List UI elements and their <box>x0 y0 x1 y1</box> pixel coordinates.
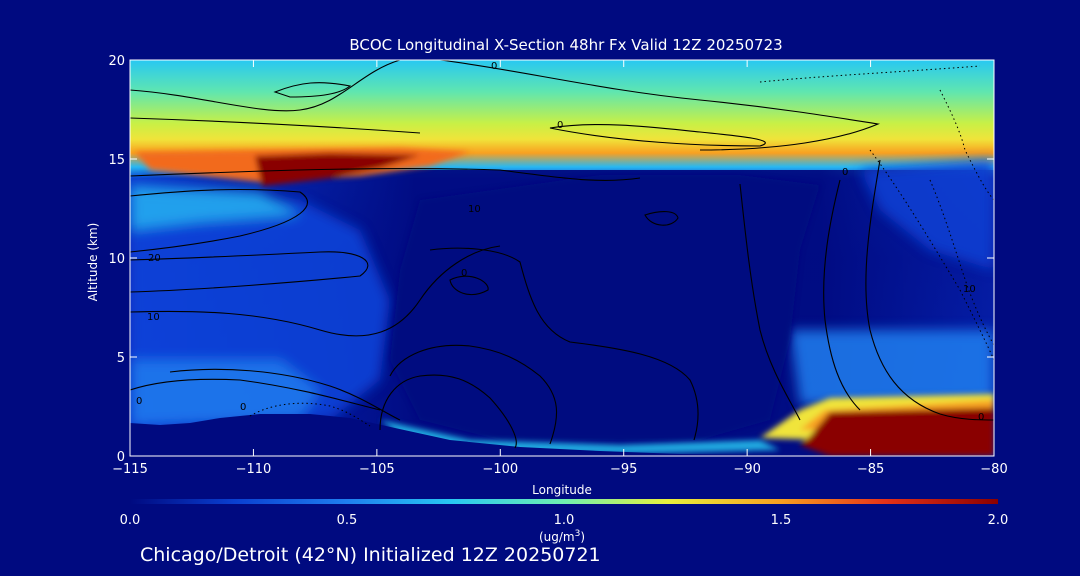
colorbar-tick-label: 0.0 <box>120 513 141 528</box>
contour-line <box>379 374 517 449</box>
y-tick-label: 20 <box>108 54 125 69</box>
contour-line <box>549 124 766 147</box>
contour-label: 0 <box>136 396 142 407</box>
y-tick-label: 5 <box>117 351 125 366</box>
contour-label: 0 <box>557 120 563 131</box>
contour-line <box>130 188 308 253</box>
y-tick-label: 0 <box>117 450 125 465</box>
x-tick-label: −110 <box>236 462 272 477</box>
y-axis: 0 5 10 15 20 <box>108 54 994 465</box>
x-tick-label: −80 <box>980 462 1007 477</box>
colorbar-tick-label: 2.0 <box>988 513 1009 528</box>
contour-line <box>429 247 699 441</box>
contour-line <box>130 60 401 112</box>
x-tick-label: −90 <box>733 462 760 477</box>
contour-line <box>739 183 801 421</box>
contour-label: 0 <box>978 412 984 423</box>
colorbar <box>130 499 998 504</box>
contour-label: 0 <box>240 402 246 413</box>
contour-line <box>273 82 352 98</box>
y-axis-label: Altitude (km) <box>86 223 100 302</box>
contour-line <box>865 159 994 421</box>
field-central-minimum <box>390 175 820 440</box>
contour-labels: 0 0 0 10 10 20 0 0 0 0 10 <box>136 61 984 423</box>
contour-label: 10 <box>468 204 481 215</box>
terrain <box>130 414 994 456</box>
contour-line-dotted <box>869 149 994 361</box>
contour-line <box>439 60 880 151</box>
contour-label: 0 <box>491 61 497 72</box>
x-tick-label: −115 <box>112 462 148 477</box>
contour-label: 20 <box>148 253 161 264</box>
contour-label: 0 <box>842 167 848 178</box>
contour-label: 10 <box>963 284 976 295</box>
x-tick-label: −100 <box>482 462 518 477</box>
colorbar-units: (ug/m3) <box>539 529 585 544</box>
contour-line <box>389 344 558 445</box>
x-tick-label: −105 <box>359 462 395 477</box>
colorbar-tick-label: 1.5 <box>771 513 792 528</box>
field-western-upper <box>130 185 300 230</box>
concentration-field: 0 0 0 10 10 20 0 0 0 0 10 <box>130 60 994 456</box>
y-tick-label: 10 <box>108 252 125 267</box>
x-axis: −115 −110 −105 −100 −95 −90 −85 −80 <box>112 60 1008 477</box>
colorbar-tick-label: 1.0 <box>554 513 575 528</box>
field-boundary-red <box>800 408 994 456</box>
footer-caption: Chicago/Detroit (42°N) Initialized 12Z 2… <box>140 544 601 566</box>
contour-lines <box>130 60 994 449</box>
contour-line <box>823 179 861 411</box>
contour-line-dotted <box>249 402 371 427</box>
contour-line <box>130 378 381 411</box>
contour-line <box>130 167 641 181</box>
colorbar-ticks: 0.0 0.5 1.0 1.5 2.0 <box>120 513 1009 528</box>
contour-line <box>169 368 401 421</box>
contour-label: 10 <box>147 312 160 323</box>
contour-line-dotted <box>939 89 994 201</box>
y-tick-label: 15 <box>108 153 125 168</box>
x-tick-label: −95 <box>610 462 637 477</box>
colorbar-tick-label: 0.5 <box>337 513 358 528</box>
x-tick-label: −85 <box>857 462 884 477</box>
contour-line <box>449 275 489 295</box>
contour-line <box>130 117 421 134</box>
contour-line-dotted <box>759 65 981 83</box>
contour-line <box>130 245 501 337</box>
chart-title: BCOC Longitudinal X-Section 48hr Fx Vali… <box>349 36 782 54</box>
contour-label: 0 <box>461 268 467 279</box>
field-eastern-upper <box>860 160 994 270</box>
contour-line-dotted <box>929 179 994 346</box>
contour-line <box>130 251 369 293</box>
field-western-lowlevels <box>130 360 320 425</box>
contour-line <box>644 211 679 226</box>
field-eastern-lowlevels <box>790 330 994 405</box>
x-axis-label: Longitude <box>532 483 592 497</box>
